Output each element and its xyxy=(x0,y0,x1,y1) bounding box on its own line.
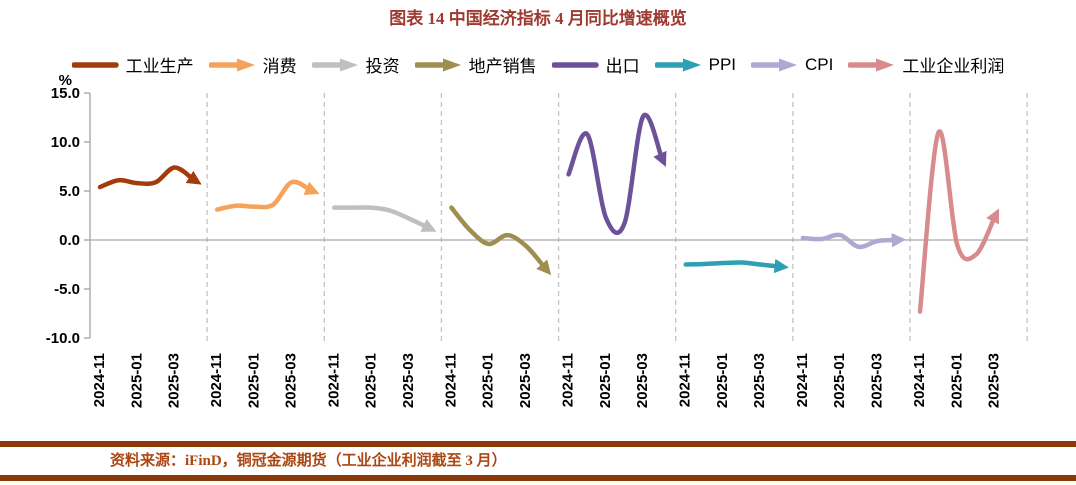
footer-bottom-rule xyxy=(0,475,1076,481)
legend-item-3: 投资 xyxy=(311,52,400,77)
series-curve-6 xyxy=(683,258,789,274)
series-curve-7 xyxy=(800,232,907,250)
y-tick-label: -5.0 xyxy=(54,281,80,298)
x-tick-label: 2025-01 xyxy=(480,353,497,408)
legend-arrow-icon xyxy=(654,58,701,71)
legend: 工业生产 消费 投资 地产销售 出口 PPI CPI 工业企业利润 xyxy=(0,52,1076,77)
series-curve-1 xyxy=(97,165,202,190)
x-tick-label: 2025-03 xyxy=(517,353,534,408)
series-curve-5 xyxy=(566,112,667,236)
legend-arrow-icon xyxy=(311,58,358,71)
legend-item-1: 工业生产 xyxy=(71,52,194,77)
legend-label: CPI xyxy=(805,54,834,74)
x-tick-label: 2025-03 xyxy=(751,353,768,408)
series-curve-8 xyxy=(917,129,1000,314)
y-tick-label: 5.0 xyxy=(59,183,80,200)
legend-label: 工业企业利润 xyxy=(902,57,1005,76)
x-tick-label: 2025-01 xyxy=(831,353,848,408)
legend-label: PPI xyxy=(708,54,737,74)
legend-label: 工业生产 xyxy=(125,57,194,76)
legend-arrow-icon xyxy=(208,58,255,71)
x-tick-label: 2025-01 xyxy=(128,353,145,408)
series-curve-3 xyxy=(332,205,437,232)
y-axis-unit-label: % xyxy=(59,72,72,89)
x-tick-label: 2025-01 xyxy=(597,353,614,408)
x-tick-label: 2025-03 xyxy=(634,353,651,408)
legend-arrow-icon xyxy=(414,58,461,71)
series-curve-4 xyxy=(449,205,552,276)
legend-arrow-icon xyxy=(751,58,798,71)
legend-item-5: 出口 xyxy=(551,52,640,77)
y-tick-label: -10.0 xyxy=(46,330,80,347)
legend-label: 出口 xyxy=(605,57,640,76)
x-tick-label: 2024-11 xyxy=(325,353,342,407)
x-tick-label: 2024-11 xyxy=(911,353,928,407)
x-tick-label: 2025-03 xyxy=(986,353,1003,408)
x-tick-label: 2024-11 xyxy=(677,353,694,407)
chart-title: 图表 14 中国经济指标 4 月同比增速概览 xyxy=(389,9,687,28)
x-tick-label: 2025-03 xyxy=(868,353,885,408)
legend-line-icon xyxy=(551,61,599,68)
x-tick-label: 2024-11 xyxy=(208,353,225,407)
legend-item-8: 工业企业利润 xyxy=(848,52,1004,77)
x-tick-label: 2025-03 xyxy=(283,353,300,408)
legend-label: 投资 xyxy=(365,57,400,76)
x-tick-label: 2025-01 xyxy=(245,353,262,408)
legend-label: 地产销售 xyxy=(468,57,537,76)
x-tick-label: 2024-11 xyxy=(560,353,577,407)
x-tick-label: 2025-03 xyxy=(166,353,183,408)
y-tick-label: 10.0 xyxy=(51,134,80,151)
x-tick-label: 2024-11 xyxy=(442,353,459,407)
y-tick-label: 15.0 xyxy=(51,85,80,102)
x-tick-label: 2025-01 xyxy=(948,353,965,408)
x-tick-label: 2025-03 xyxy=(400,353,417,408)
chart-plot: 15.0 10.0 5.0 0.0 -5.0 -10.0% 2024-11 2025-01 20… xyxy=(46,72,1028,408)
x-tick-label: 2025-01 xyxy=(363,353,380,408)
source-note: 资料来源：iFinD，铜冠金源期货（工业企业利润截至 3 月） xyxy=(110,453,507,469)
y-tick-label: 0.0 xyxy=(59,232,80,249)
legend-item-2: 消费 xyxy=(208,52,297,77)
legend-line-icon xyxy=(71,61,119,68)
series-curve-2 xyxy=(214,179,320,212)
footer-top-rule xyxy=(0,441,1076,447)
legend-item-7: CPI xyxy=(751,55,833,75)
x-tick-label: 2024-11 xyxy=(91,353,108,407)
x-tick-label: 2024-11 xyxy=(794,353,811,407)
chart-area: 15.0 10.0 5.0 0.0 -5.0 -10.0% 2024-11 2025-01 20… xyxy=(0,70,1076,450)
legend-item-4: 地产销售 xyxy=(414,52,537,77)
legend-item-6: PPI xyxy=(654,54,737,75)
legend-arrow-icon xyxy=(848,58,895,71)
x-tick-label: 2025-01 xyxy=(714,353,731,408)
legend-label: 消费 xyxy=(262,57,297,76)
